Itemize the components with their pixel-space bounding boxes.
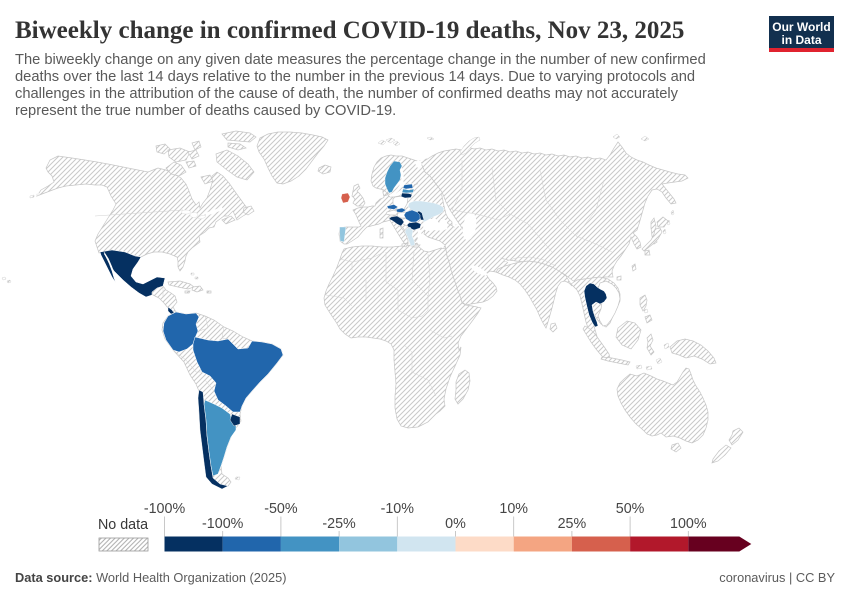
svg-text:10%: 10% [499,501,528,517]
svg-text:-10%: -10% [381,501,415,517]
svg-text:-50%: -50% [264,501,298,517]
svg-text:25%: 25% [558,516,587,532]
svg-text:-25%: -25% [322,516,356,532]
svg-text:No data: No data [98,517,148,533]
svg-text:50%: 50% [616,501,645,517]
svg-text:-100%: -100% [202,516,244,532]
svg-text:-100%: -100% [144,501,186,517]
svg-text:0%: 0% [445,516,466,532]
svg-text:100%: 100% [670,516,707,532]
